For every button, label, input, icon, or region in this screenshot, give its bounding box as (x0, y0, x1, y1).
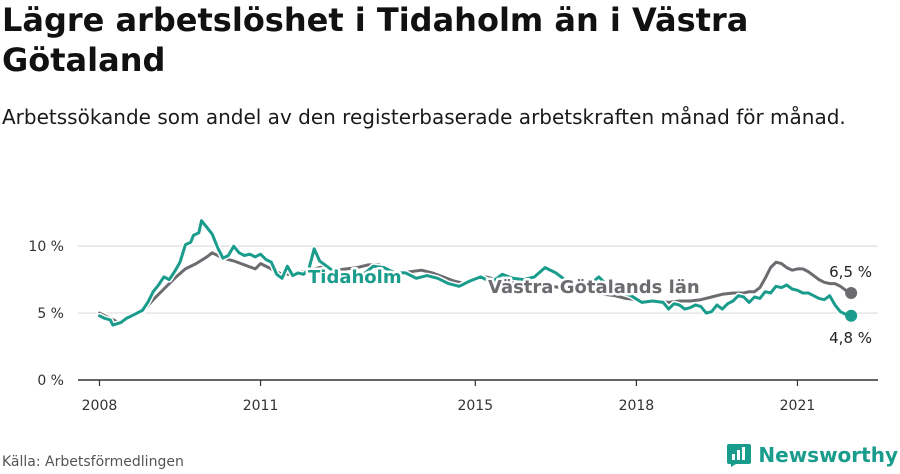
series-label-tidaholm-halo: Tidaholm (308, 267, 402, 288)
series-line-vastra-gotaland (98, 251, 853, 324)
series-line-tidaholm (98, 219, 853, 327)
end-label-tidaholm-text: 4,8 % (829, 329, 872, 347)
end-label-tidaholm-halo: 4,8 % (829, 329, 872, 347)
end-label-vastra-gotaland: 6,5 %6,5 % (827, 261, 875, 284)
x-tick-label: 2015 (457, 398, 493, 414)
newsworthy-logo-icon (727, 444, 752, 467)
series-end-point (845, 287, 858, 299)
series-label-tidaholm-text: Tidaholm (308, 267, 402, 288)
x-tick-label: 2011 (243, 398, 279, 414)
x-axis: 2008 2011 2015 2018 2021 (78, 379, 878, 414)
y-tick-label: 0 % (37, 373, 64, 389)
y-axis: 0 % 5 % 10 % (28, 239, 64, 389)
y-tick-label: 10 % (28, 239, 64, 255)
source-note: Källa: Arbetsförmedlingen (2, 454, 184, 470)
series-lines (96, 217, 858, 329)
series-label-vastra-gotaland-halo: Västra Götalands län (488, 277, 700, 298)
series-label-vastra-gotaland-text: Västra Götalands län (488, 277, 700, 298)
x-tick-label: 2021 (780, 398, 816, 414)
end-label-vastra-gotaland-halo: 6,5 % (829, 263, 872, 281)
x-tick-label: 2018 (619, 398, 655, 414)
end-label-vastra-gotaland-text: 6,5 % (829, 263, 872, 281)
y-tick-label: 5 % (37, 306, 64, 322)
brand-logo: Newsworthy (726, 442, 898, 468)
gridlines (78, 245, 878, 314)
series-end-point (845, 309, 858, 322)
chart-title: Lägre arbetslöshet i Tidaholm än i Västr… (2, 1, 749, 79)
brand-name: Newsworthy (758, 443, 898, 467)
x-tick-label: 2008 (82, 398, 118, 414)
end-label-tidaholm: 4,8 %4,8 % (827, 326, 875, 349)
series-line-halo (96, 249, 855, 326)
chart-subtitle: Arbetssökande som andel av den registerb… (2, 105, 846, 129)
